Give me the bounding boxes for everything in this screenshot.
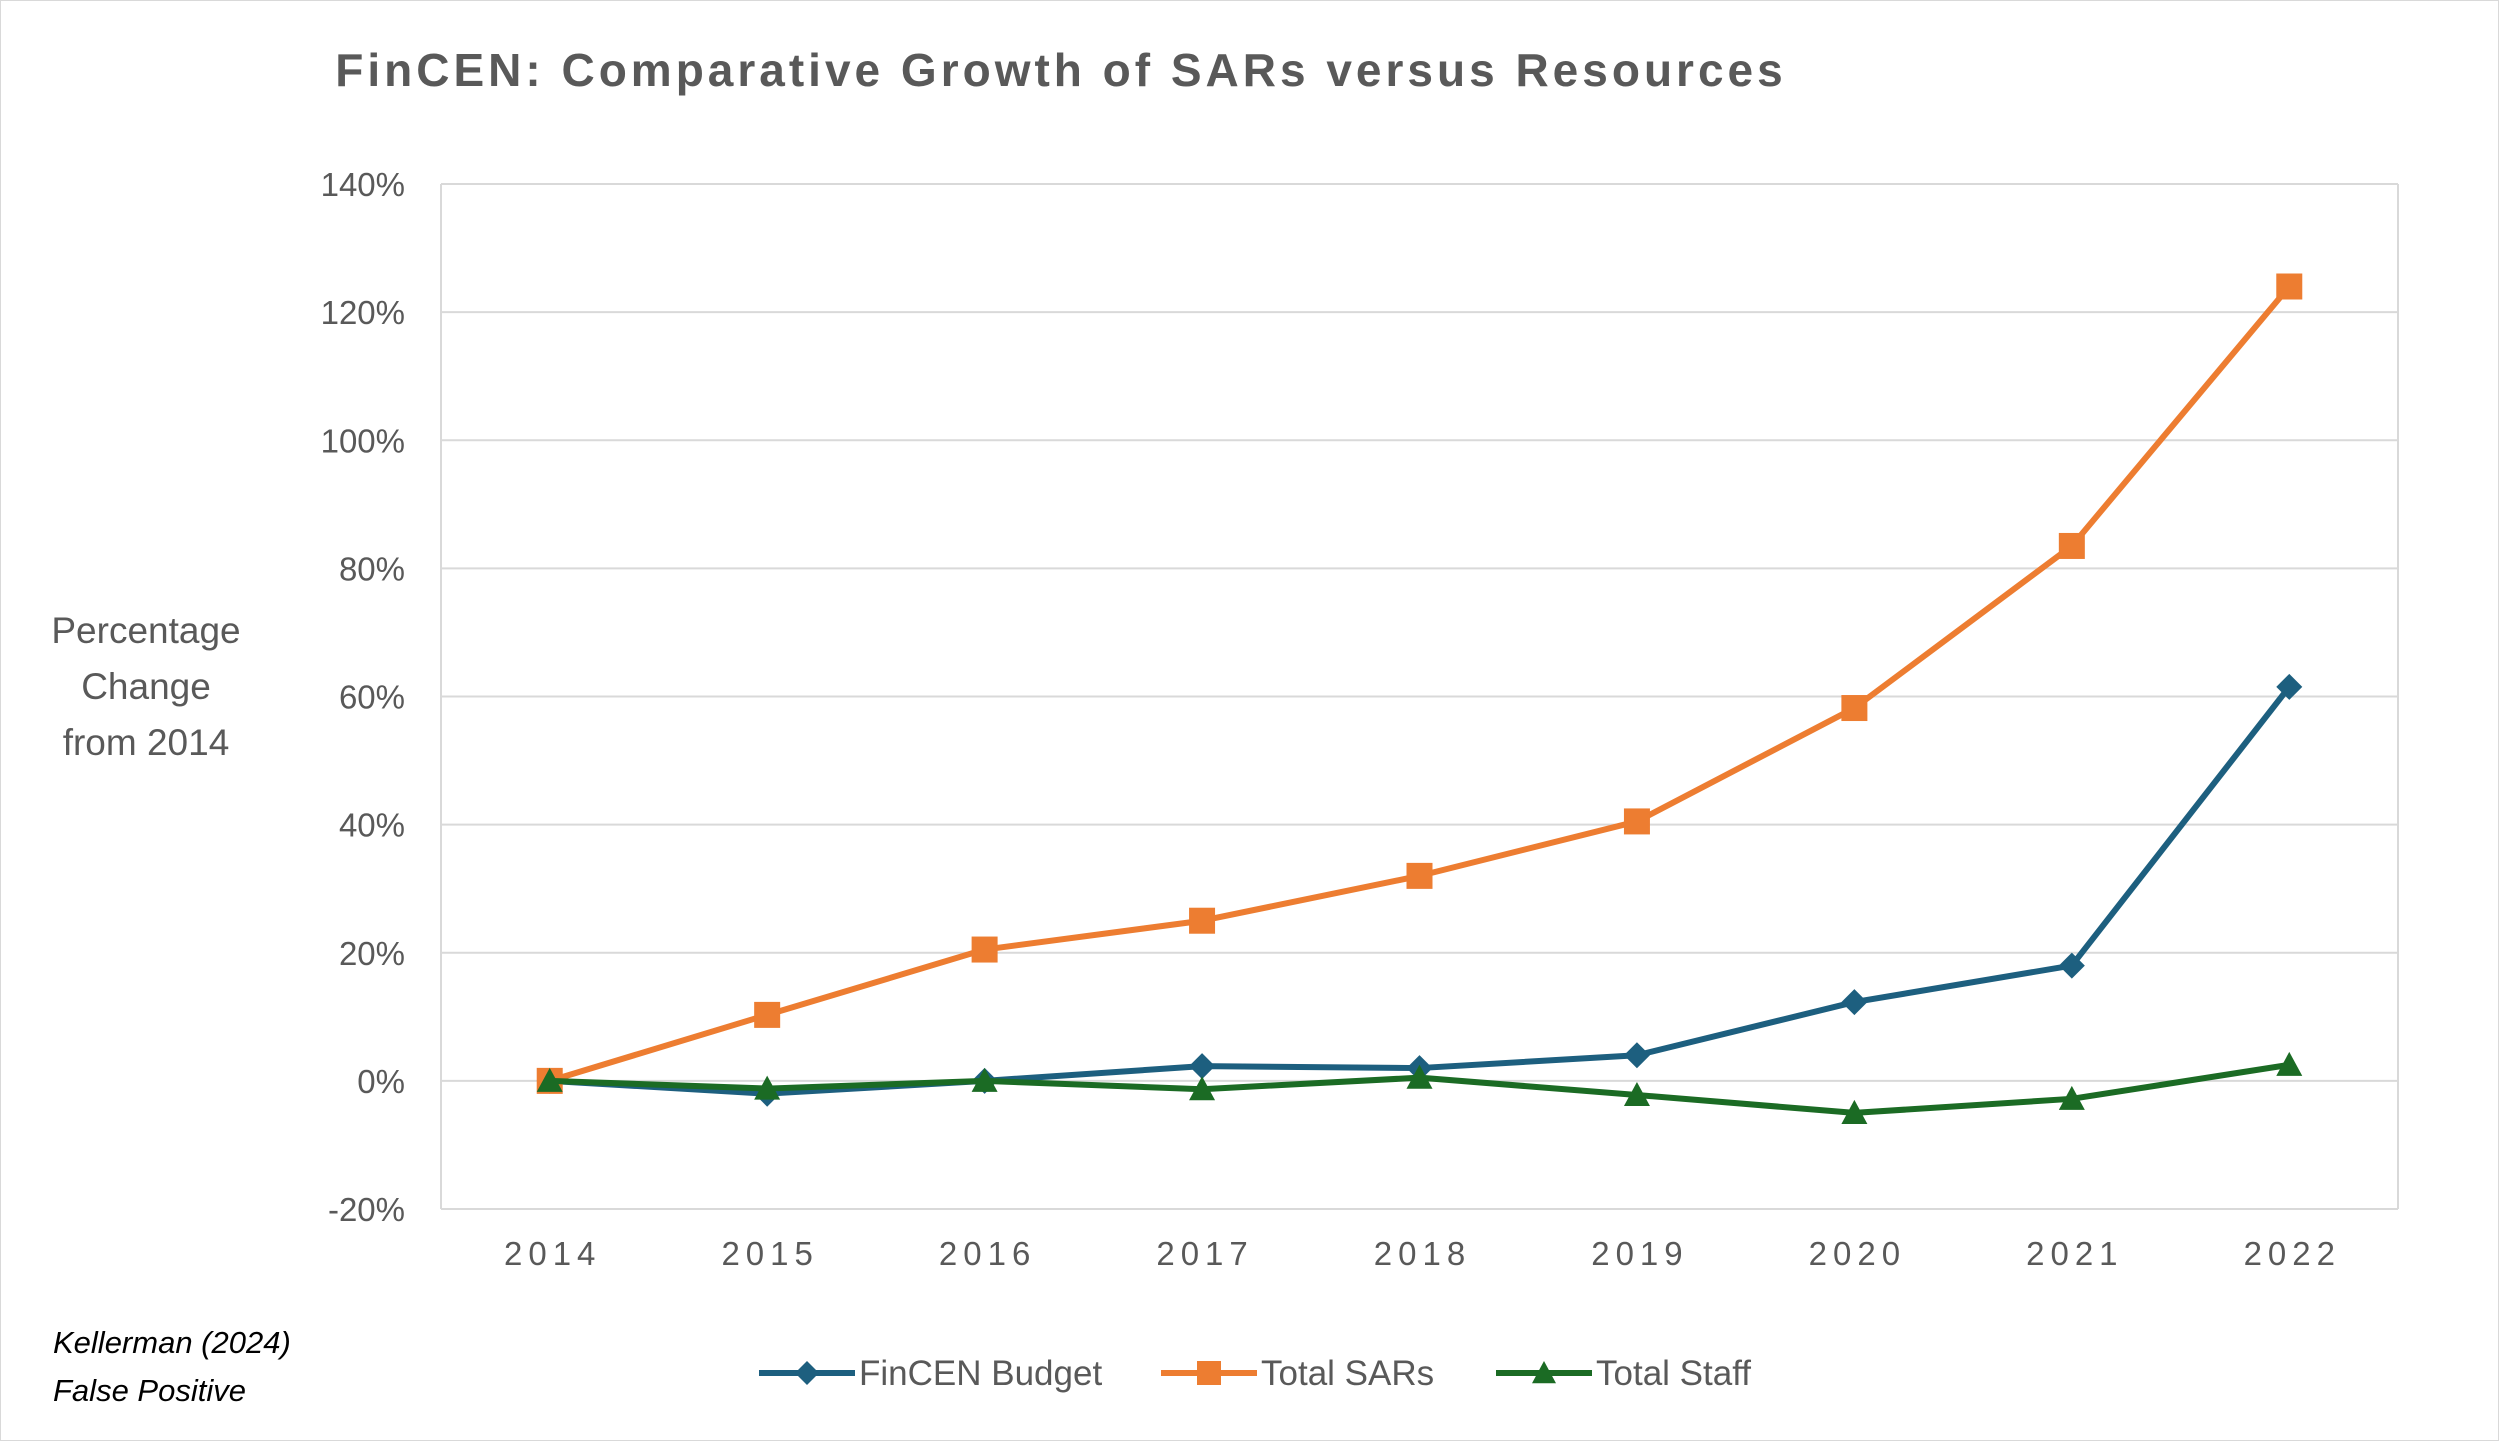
data-point-square <box>1841 695 1868 722</box>
data-point-triangle <box>2276 1051 2303 1076</box>
data-point-diamond <box>2276 673 2303 700</box>
data-point-triangle <box>1406 1064 1433 1089</box>
x-tick-label: 2015 <box>721 1235 818 1272</box>
x-tick-label: 2019 <box>1591 1235 1688 1272</box>
legend: FinCEN Budget Total SARs Total Staff <box>759 1354 1751 1393</box>
data-point-triangle <box>2058 1085 2085 1110</box>
series-total-staff <box>536 1051 2303 1124</box>
data-point-square <box>2276 273 2303 300</box>
source-note-author: Kellerman (2024) <box>53 1325 291 1360</box>
data-point-square <box>1406 862 1433 889</box>
data-point-diamond <box>2058 952 2085 979</box>
legend-label: FinCEN Budget <box>859 1354 1102 1393</box>
x-tick-label: 2017 <box>1156 1235 1253 1272</box>
legend-item: Total Staff <box>1496 1354 1751 1393</box>
series-lines <box>536 273 2303 1124</box>
y-tick-label: 20% <box>339 935 405 972</box>
data-point-square <box>1197 1361 1221 1385</box>
y-tick-label: 40% <box>339 807 405 844</box>
data-point-triangle <box>971 1067 998 1092</box>
source-note-title: False Positive <box>53 1373 246 1408</box>
data-point-diamond <box>1841 989 1868 1016</box>
x-tick-label: 2018 <box>1374 1235 1471 1272</box>
data-point-diamond <box>1623 1042 1650 1069</box>
data-point-diamond <box>795 1361 819 1385</box>
data-point-triangle <box>536 1067 563 1092</box>
x-tick-label: 2020 <box>1809 1235 1906 1272</box>
x-tick-label: 2021 <box>2026 1235 2123 1272</box>
series-fincen-budget <box>536 673 2303 1107</box>
y-tick-label: 80% <box>339 550 405 587</box>
data-point-triangle <box>1189 1076 1216 1101</box>
x-tick-label: 2014 <box>504 1235 601 1272</box>
data-point-triangle <box>1623 1081 1650 1107</box>
series-line <box>548 284 2292 1084</box>
x-tick-label: 2022 <box>2244 1235 2341 1272</box>
y-tick-labels: -20% 0% 20% 40% 60% 80% 100% 120% 140% <box>321 166 405 1228</box>
data-point-triangle <box>754 1075 781 1100</box>
x-tick-label: 2016 <box>939 1235 1036 1272</box>
series-line <box>549 685 2292 1097</box>
data-point-square <box>2058 532 2085 559</box>
y-tick-label: 100% <box>321 422 405 459</box>
data-point-square <box>1623 808 1650 835</box>
y-tick-label: 120% <box>321 294 405 331</box>
legend-label: Total Staff <box>1596 1354 1751 1393</box>
data-point-square <box>971 936 998 963</box>
data-point-square <box>1189 907 1216 934</box>
y-tick-label: 60% <box>339 679 405 716</box>
y-tick-label: 0% <box>357 1063 405 1100</box>
data-point-diamond <box>1189 1053 1216 1080</box>
x-tick-labels: 2014 2015 2016 2017 2018 2019 2020 2021 2022 <box>504 1235 2341 1272</box>
data-point-square <box>754 1001 781 1028</box>
y-axis-title: Percentage Change from 2014 <box>51 610 241 763</box>
y-tick-label: -20% <box>328 1191 405 1228</box>
legend-label: Total SARs <box>1261 1354 1434 1393</box>
legend-item: Total SARs <box>1161 1354 1434 1393</box>
legend-item: FinCEN Budget <box>759 1354 1102 1393</box>
chart-title: FinCEN: Comparative Growth of SARs versu… <box>335 44 1787 96</box>
data-point-triangle <box>1841 1099 1868 1124</box>
data-point-triangle <box>1532 1361 1556 1384</box>
y-tick-label: 140% <box>321 166 405 203</box>
source-note: Kellerman (2024) False Positive <box>53 1319 291 1415</box>
